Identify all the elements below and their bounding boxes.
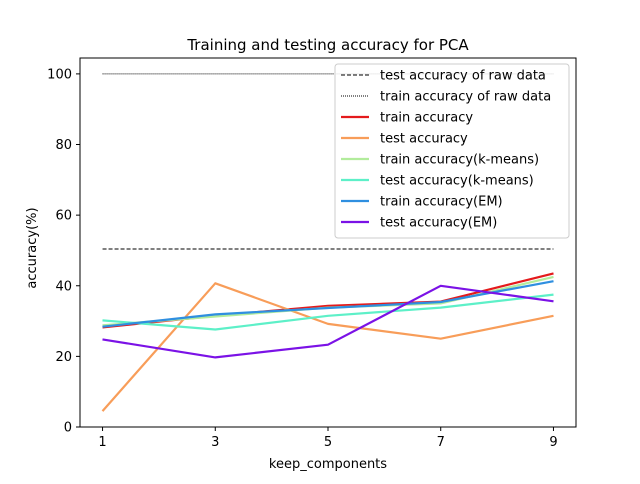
y-tick-label-4: 80 bbox=[55, 138, 72, 153]
y-tick-label-2: 40 bbox=[55, 279, 72, 294]
x-tick-label-0: 1 bbox=[98, 435, 106, 450]
legend-label-3: test accuracy bbox=[380, 132, 468, 147]
legend-label-5: test accuracy(k-means) bbox=[380, 174, 534, 189]
series-line-3 bbox=[102, 293, 554, 331]
series-line-5 bbox=[102, 284, 554, 359]
legend-label-0: test accuracy of raw data bbox=[380, 69, 546, 84]
legend-label-7: test accuracy(EM) bbox=[380, 216, 497, 231]
y-axis-ticks: 0 20 40 60 80 100 bbox=[47, 67, 80, 436]
legend-label-6: train accuracy(EM) bbox=[380, 195, 503, 210]
x-axis-ticks: 1 3 5 7 9 bbox=[98, 427, 558, 450]
reference-lines bbox=[102, 73, 554, 250]
legend-box bbox=[334, 63, 570, 239]
y-tick-label-1: 20 bbox=[55, 350, 72, 365]
legend-label-1: train accuracy of raw data bbox=[380, 90, 551, 105]
series-lines bbox=[101, 272, 554, 412]
x-tick-label-4: 9 bbox=[549, 435, 557, 450]
legend: test accuracy of raw data train accuracy … bbox=[334, 63, 570, 239]
x-tick-label-3: 7 bbox=[437, 435, 445, 450]
series-line-4 bbox=[102, 280, 554, 328]
x-axis-label: keep_components bbox=[269, 457, 387, 472]
x-tick-label-2: 5 bbox=[324, 435, 332, 450]
x-tick-label-1: 3 bbox=[211, 435, 219, 450]
y-tick-label-5: 100 bbox=[47, 67, 72, 82]
y-tick-label-0: 0 bbox=[64, 421, 72, 436]
y-tick-label-3: 60 bbox=[55, 209, 72, 224]
series-line-2 bbox=[102, 275, 554, 327]
legend-label-4: train accuracy(k-means) bbox=[380, 153, 539, 168]
y-axis-label: accuracy(%) bbox=[25, 207, 40, 288]
legend-label-2: train accuracy bbox=[380, 111, 473, 126]
chart-title: Training and testing accuracy for PCA bbox=[186, 36, 469, 54]
